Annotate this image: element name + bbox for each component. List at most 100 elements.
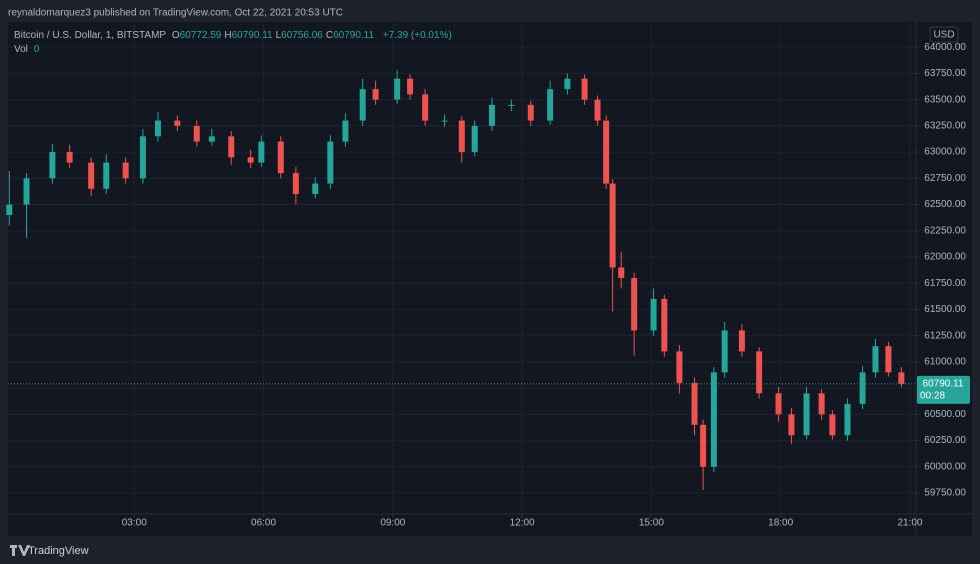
candle-body (609, 183, 616, 268)
chart-panel (8, 22, 972, 536)
countdown: 00:28 (920, 391, 945, 402)
candle-body (564, 78, 571, 90)
candle-body (327, 141, 334, 184)
legend-row: Bitcoin / U.S. Dollar, 1, BITSTAMP O6077… (14, 29, 455, 43)
ohlc-value: 60790.11 (333, 30, 375, 41)
y-tick-label: 61500.00 (924, 304, 966, 315)
x-tick-label: 15:00 (639, 518, 664, 529)
y-tick-label: 63750.00 (924, 68, 966, 79)
candle-body (49, 152, 56, 179)
candle-body (603, 120, 610, 184)
y-tick-label: 59750.00 (924, 488, 966, 499)
candle-body (829, 414, 836, 436)
candle-body (738, 330, 745, 352)
x-tick-label: 18:00 (768, 518, 793, 529)
candle-body (547, 89, 554, 121)
candle-body (872, 346, 879, 373)
candle-body (721, 330, 728, 373)
candle-body (898, 372, 905, 384)
candle-body (208, 136, 215, 142)
candle-body (103, 162, 110, 189)
candle-body (581, 78, 588, 100)
candle-body (527, 104, 534, 121)
candle-body (859, 372, 866, 404)
candle-body (292, 173, 299, 195)
candle-body (394, 78, 401, 100)
published-note: reynaldomarquez3 published on TradingVie… (8, 8, 343, 19)
y-tick-label: 62750.00 (924, 173, 966, 184)
candle-body (312, 183, 319, 195)
x-tick-label: 21:00 (897, 518, 922, 529)
ohlc-key: L (275, 30, 282, 41)
candle-body (775, 393, 782, 415)
candle-body (756, 351, 763, 394)
candle-body (631, 277, 638, 331)
ohlc-value: 60790.11 (231, 30, 273, 41)
candle-body (139, 136, 146, 179)
legend: Bitcoin / U.S. Dollar, 1, BITSTAMP O6077… (14, 29, 455, 57)
candle-body (508, 104, 515, 106)
candle-body (247, 157, 254, 163)
ohlc-value: 60756.06 (281, 30, 323, 41)
candle-body (458, 120, 465, 153)
x-tick-label: 12:00 (510, 518, 535, 529)
candle-body (407, 78, 414, 95)
candle-body (691, 382, 698, 425)
ohlc-key: H (224, 30, 232, 41)
candle-body (122, 162, 129, 179)
grid (8, 22, 916, 514)
legend-row: Vol 0 (14, 43, 455, 57)
candle-body (88, 162, 95, 189)
candle-body (258, 141, 265, 163)
y-tick-label: 63500.00 (924, 94, 966, 105)
y-tick-label: 63250.00 (924, 120, 966, 131)
candle-body (422, 94, 429, 121)
x-tick-label: 03:00 (122, 518, 147, 529)
y-tick-label: 61750.00 (924, 278, 966, 289)
candle-body (372, 89, 379, 100)
ohlc: O60772.59 H60790.11 L60756.06 C60790.11 (172, 30, 377, 41)
candle-body (193, 125, 200, 142)
candle-body (676, 351, 683, 383)
candle-body (154, 120, 161, 137)
candle-body (594, 99, 601, 121)
ohlc-key: O (171, 30, 180, 41)
y-tick-label: 62000.00 (924, 252, 966, 263)
last-price-label: 60790.11 (923, 379, 964, 390)
symbol: Bitcoin / U.S. Dollar, 1, BITSTAMP (14, 30, 167, 41)
x-tick-label: 09:00 (380, 518, 405, 529)
candle-body (844, 403, 851, 436)
ohlc-value: 60772.59 (179, 30, 222, 41)
y-tick-label: 62500.00 (924, 199, 966, 210)
candle-body (471, 125, 478, 153)
candle-body (174, 120, 181, 126)
y-tick-label: 64000.00 (924, 42, 966, 53)
volume-label: Vol (14, 44, 28, 55)
candle-body (885, 346, 892, 373)
brand: TradingView (10, 545, 89, 557)
candle-body (277, 141, 284, 174)
y-tick-label: 61000.00 (924, 357, 966, 368)
candle-body (441, 120, 448, 122)
y-tick-label: 61250.00 (924, 330, 966, 341)
candle-body (650, 298, 657, 331)
y-tick-label: 63000.00 (924, 147, 966, 158)
ohlc-key: C (325, 30, 334, 41)
candle-body (228, 136, 235, 158)
change: +7.39 (+0.01%) (382, 30, 452, 41)
candle-body (661, 298, 668, 352)
candle-body (342, 120, 349, 142)
currency-badge (929, 26, 959, 43)
candle-body (488, 104, 495, 126)
volume-value: 0 (33, 44, 40, 55)
candle-body (788, 414, 795, 436)
y-tick-label: 60000.00 (924, 461, 966, 472)
brand-logo (10, 545, 30, 556)
y-tick-label: 62250.00 (924, 225, 966, 236)
y-tick-label: 60500.00 (924, 409, 966, 420)
candle-body (710, 372, 717, 467)
candle-body (23, 178, 30, 205)
candle-body (700, 424, 707, 467)
